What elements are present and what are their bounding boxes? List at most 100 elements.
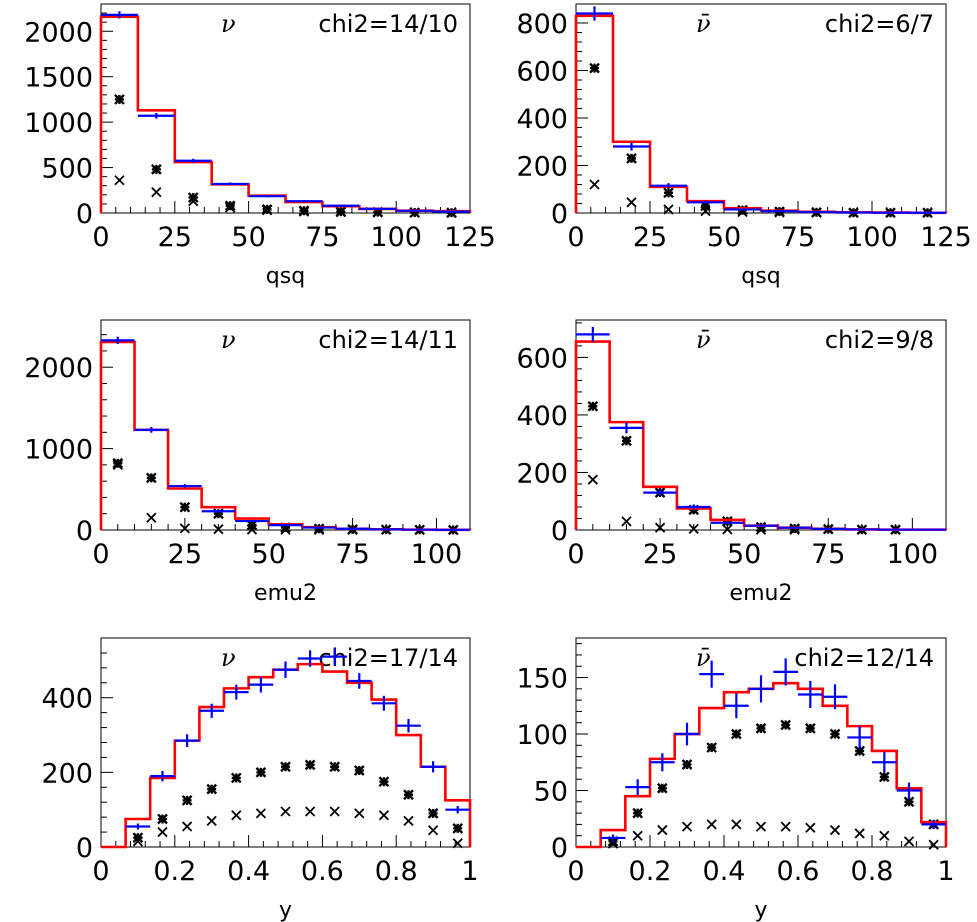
data-point (576, 6, 613, 21)
component-a-marker (261, 204, 273, 215)
y-tick-label: 0 (551, 199, 568, 230)
x-tick-label: 1 (461, 856, 478, 887)
x-tick-label: 25 (168, 539, 202, 570)
x-tick-label: 0 (92, 222, 109, 253)
component-a-marker (427, 808, 439, 819)
component-b-marker (621, 516, 632, 527)
data-point (134, 427, 169, 433)
histogram-panel-2: 0 25 50 75 100 125 qsq 0 200 400 600 800 ν̄ chi2=6/7 (516, 3, 972, 289)
x-tick-label: 125 (920, 222, 972, 253)
data-point (724, 693, 749, 719)
histogram-panel-1: 0 25 50 75 100 125 qsq 0 500 1000 1500 2000 ν chi2=14… (24, 3, 496, 289)
x-tick-label: 0 (92, 856, 109, 887)
data-point (687, 200, 724, 204)
component-b-marker (255, 808, 267, 819)
data-point (710, 521, 745, 525)
data-point (371, 695, 397, 711)
component-b-marker (213, 524, 224, 535)
x-tick-label: 0.8 (851, 856, 894, 887)
component-a-marker (403, 789, 414, 801)
component-b-marker (427, 825, 439, 836)
data-point (650, 183, 687, 189)
data-point (347, 673, 372, 689)
data-point (302, 526, 336, 529)
component-a-marker (730, 728, 742, 740)
component-a-marker (656, 782, 668, 794)
component-b-marker (731, 819, 742, 830)
component-b-marker (179, 523, 191, 534)
data-point (297, 650, 323, 667)
data-point (235, 519, 269, 523)
component-a-marker (151, 164, 162, 175)
component-a-marker (409, 207, 420, 218)
x-tick-label: 75 (305, 222, 339, 253)
x-axis-title: qsq (266, 264, 305, 289)
data-point (822, 684, 848, 710)
component-b-marker (151, 186, 162, 198)
component-b-marker (805, 822, 816, 833)
component-b-marker (829, 824, 841, 836)
y-tick-label: 2000 (24, 353, 93, 384)
component-a-marker (114, 94, 125, 105)
data-point (609, 422, 644, 434)
histogram-panel-4: 0 25 50 75 100 emu2 0 200 400 600 ν̄ chi2=9/8 (516, 319, 948, 606)
model-histogram (574, 14, 948, 215)
y-tick-label: 400 (516, 401, 568, 432)
component-a-marker (280, 761, 291, 773)
component-b-marker (722, 524, 733, 535)
data-point (285, 200, 323, 203)
data-point (125, 823, 151, 830)
x-tick-label: 75 (335, 539, 369, 570)
data-point (699, 660, 724, 688)
data-point (748, 675, 774, 703)
x-tick-label: 100 (370, 222, 422, 253)
component-a-marker (621, 435, 632, 447)
data-point (643, 489, 677, 496)
x-tick-label: 75 (811, 539, 845, 570)
chi2-label: chi2=9/8 (825, 326, 934, 354)
y-tick-label: 0 (551, 516, 568, 547)
y-tick-label: 0 (76, 199, 93, 230)
component-a-marker (329, 761, 341, 773)
data-point (847, 726, 872, 749)
y-tick-label: 150 (516, 664, 568, 695)
data-point (322, 204, 360, 207)
y-tick-label: 600 (516, 57, 568, 88)
component-a-marker (181, 794, 193, 806)
component-a-marker (681, 759, 693, 770)
component-a-marker (224, 200, 236, 212)
data-point (433, 210, 470, 213)
data-point (811, 527, 846, 530)
data-point (777, 526, 812, 529)
component-b-marker (354, 808, 365, 819)
x-tick-label: 0 (92, 539, 109, 570)
chi2-label: chi2=12/14 (794, 644, 934, 672)
data-point (268, 524, 303, 527)
chi2-label: chi2=14/11 (318, 326, 458, 354)
x-tick-label: 50 (727, 539, 761, 570)
x-tick-label: 75 (781, 222, 815, 253)
data-point (798, 680, 823, 709)
component-b-marker (280, 806, 291, 817)
data-point (676, 504, 711, 510)
component-a-marker (589, 62, 600, 74)
data-point (199, 703, 224, 718)
x-tick-label: 1 (937, 856, 954, 887)
component-b-marker (632, 830, 643, 841)
component-b-marker (903, 836, 915, 847)
data-point (223, 684, 249, 700)
x-tick-label: 100 (411, 539, 463, 570)
component-a-marker (313, 523, 325, 535)
component-a-marker (829, 728, 841, 740)
particle-label: ν̄ (696, 326, 711, 354)
component-a-marker (452, 822, 464, 834)
component-a-marker (132, 832, 144, 844)
data-point (420, 761, 446, 773)
data-point (101, 11, 138, 19)
data-point (101, 336, 135, 345)
model-histogram (101, 662, 472, 849)
component-b-marker (663, 204, 674, 215)
component-a-marker (755, 723, 767, 734)
data-point (798, 210, 835, 214)
